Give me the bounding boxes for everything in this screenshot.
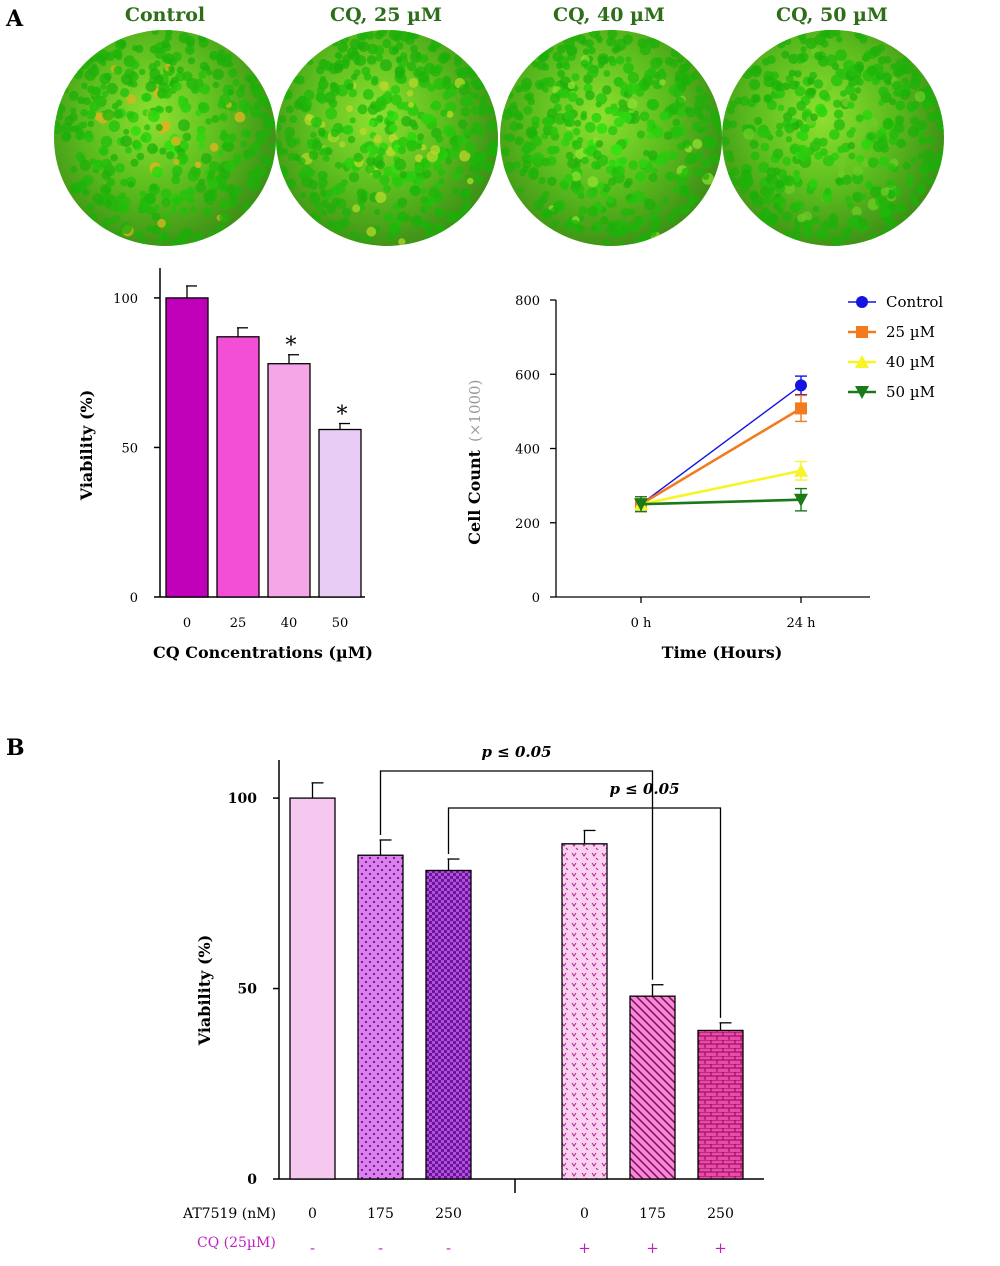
series-line [640, 498, 802, 506]
micrograph-cq50 [722, 30, 944, 246]
cq-sign-label: + [714, 1239, 727, 1257]
comparison-bracket [379, 770, 654, 980]
series-line [640, 407, 802, 506]
data-point [794, 493, 808, 507]
bar [318, 428, 362, 598]
series-line [640, 384, 802, 505]
at7519-dose-label: 175 [367, 1206, 394, 1222]
cq-row-label: CQ (25µM) [197, 1235, 276, 1251]
bar [289, 797, 336, 1180]
y-tick-label: 0 [532, 591, 540, 606]
at7519-dose-label: 250 [435, 1206, 462, 1222]
data-point [795, 379, 807, 392]
micrograph-cq40 [500, 30, 722, 246]
bar [216, 336, 260, 598]
x-tick-label: 50 [332, 616, 349, 631]
at7519-dose-label: 175 [639, 1206, 666, 1222]
cq-sign-label: - [446, 1239, 451, 1257]
p-value-label: p ≤ 0.05 [481, 743, 551, 761]
y-tick-label: 800 [515, 294, 540, 309]
data-point [856, 326, 868, 338]
x-axis-label: CQ Concentrations (µM) [153, 643, 373, 662]
data-point [855, 355, 869, 368]
y-tick-label: 100 [228, 791, 257, 807]
data-point [856, 296, 868, 308]
significance-mark: * [337, 403, 348, 428]
cq-sign-label: - [378, 1239, 383, 1257]
at7519-row-label: AT7519 (nM) [182, 1206, 276, 1222]
y-tick-label: 600 [515, 368, 540, 383]
cq-sign-label: + [578, 1239, 591, 1257]
legend-label: Control [886, 293, 943, 311]
y-tick-label: 100 [113, 292, 138, 307]
y-axis-label: Viability (%) [77, 390, 96, 502]
y-tick-label: 200 [515, 517, 540, 532]
y-axis-unit: (×1000) [466, 380, 484, 442]
x-tick-label: 24 h [786, 616, 816, 631]
y-axis-label: Viability (%) [195, 935, 214, 1047]
x-tick-label: 40 [281, 616, 298, 631]
data-point [634, 498, 648, 512]
bar [561, 843, 608, 1180]
y-tick-label: 0 [130, 591, 138, 606]
legend-label: 50 µM [886, 383, 935, 401]
panel-a-label: A [6, 6, 24, 32]
cq-sign-label: - [310, 1239, 315, 1257]
micrograph-cq25 [276, 30, 498, 246]
bar [357, 854, 404, 1180]
y-axis-label: Cell Count [465, 449, 484, 544]
cell-count-line-chart: 0 200 400 600 800 0 h 24 h Control 25 µM 40 µM 50… [465, 293, 943, 662]
micrograph-control [54, 30, 276, 246]
data-point [855, 386, 869, 399]
panel-b-label: B [6, 735, 25, 761]
cq-sign-label: + [646, 1239, 659, 1257]
y-tick-label: 400 [515, 443, 540, 458]
significance-mark: * [286, 334, 297, 359]
micrograph-title-cq40: CQ, 40 µM [553, 4, 665, 26]
comparison-bracket [447, 807, 722, 1018]
at7519-dose-label: 0 [308, 1206, 317, 1222]
at7519-dose-label: 250 [707, 1206, 734, 1222]
micrograph-title-cq50: CQ, 50 µM [776, 4, 888, 26]
bar [165, 297, 209, 598]
x-tick-label: 0 h [631, 616, 652, 631]
y-tick-label: 50 [238, 982, 258, 998]
x-tick-label: 25 [230, 616, 247, 631]
bar [697, 1029, 744, 1180]
micrograph-title-control: Control [124, 4, 206, 26]
at7519-dose-label: 0 [580, 1206, 589, 1222]
data-point [795, 402, 807, 415]
legend-label: 40 µM [886, 353, 935, 371]
series-line [640, 469, 802, 506]
y-tick-label: 50 [121, 441, 138, 456]
p-value-label: p ≤ 0.05 [609, 780, 679, 798]
x-tick-label: 0 [183, 616, 191, 631]
data-point [794, 463, 808, 477]
bar [425, 869, 472, 1180]
x-axis-label: Time (Hours) [662, 643, 783, 662]
legend-label: 25 µM [886, 323, 935, 341]
micrograph-title-cq25: CQ, 25 µM [330, 4, 442, 26]
y-tick-label: 0 [247, 1172, 257, 1188]
bar [629, 995, 676, 1180]
